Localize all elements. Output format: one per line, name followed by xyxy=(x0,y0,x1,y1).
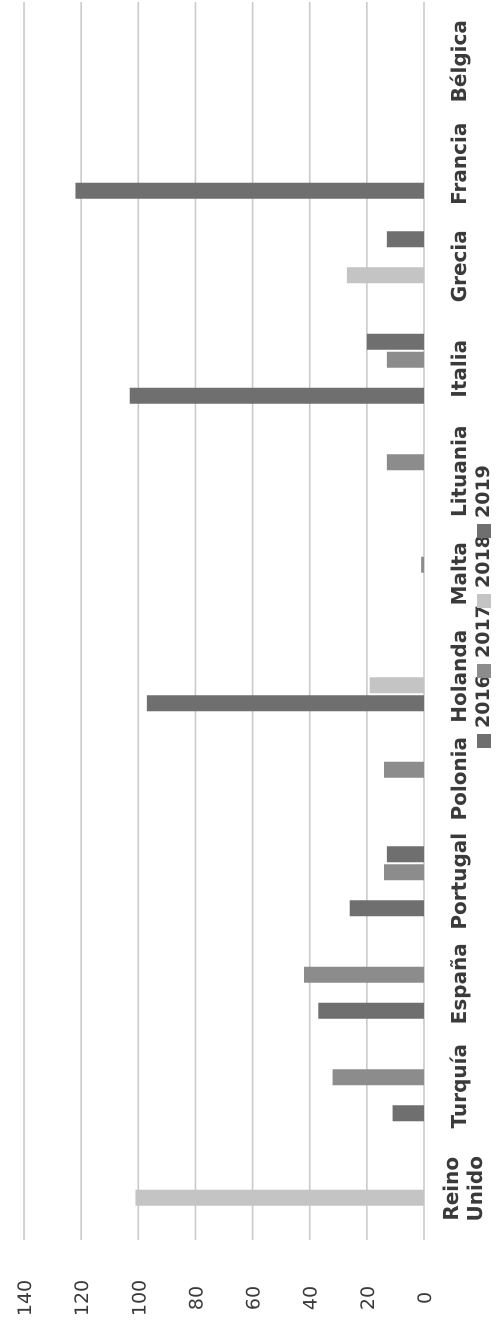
legend-entry-2019: 2019 xyxy=(472,465,494,518)
bar-2017 xyxy=(384,864,424,881)
bar-2017 xyxy=(384,761,424,778)
bars xyxy=(75,182,425,1206)
category-label: Turquía xyxy=(447,1044,471,1128)
category-label: Francia xyxy=(447,123,471,205)
bar-2018 xyxy=(369,677,424,694)
category-label: Polonia xyxy=(447,737,471,821)
category-label: España xyxy=(447,943,471,1024)
bar-2017 xyxy=(386,454,424,471)
category-label: Bélgica xyxy=(447,20,471,102)
value-tick-label: 60 xyxy=(243,1286,265,1310)
bar-2019 xyxy=(349,900,424,917)
bar-2018 xyxy=(135,1189,424,1206)
legend-entry-2018: 2018 xyxy=(472,535,494,588)
legend-swatch-2016 xyxy=(477,734,491,748)
value-tick-label: 100 xyxy=(128,1280,150,1316)
legend-swatch-2018 xyxy=(477,594,491,608)
value-tick-label: 80 xyxy=(185,1286,207,1310)
category-label: Holanda xyxy=(447,630,471,723)
category-label: Malta xyxy=(447,542,471,605)
legend-entry-2016: 2016 xyxy=(472,675,494,728)
value-tick-label: 40 xyxy=(300,1286,322,1310)
bar-2019 xyxy=(75,182,425,199)
legend-swatch-2019 xyxy=(477,524,491,538)
value-axis-ticks: 0 20 40 60 80 100 120 140 xyxy=(14,1280,436,1316)
bar-2019 xyxy=(392,1105,424,1122)
bar-2016 xyxy=(386,846,424,863)
value-tick-label: 20 xyxy=(357,1286,379,1310)
category-label: Italia xyxy=(447,340,471,398)
value-tick-label: 120 xyxy=(71,1280,93,1316)
category-label: Grecia xyxy=(447,230,471,302)
bar-2017 xyxy=(421,556,424,573)
bar-2017 xyxy=(304,966,424,983)
bar-2019 xyxy=(146,695,424,712)
bar-2017 xyxy=(332,1069,424,1086)
legend-entry-2017: 2017 xyxy=(472,605,494,658)
bar-2016 xyxy=(366,333,424,350)
bar-2017 xyxy=(386,351,424,368)
category-axis-labels: Bélgica Francia Grecia Italia Lituania Malta H… xyxy=(439,20,487,1221)
bar-2018 xyxy=(346,267,424,284)
category-label: Lituania xyxy=(447,426,471,517)
value-tick-label: 140 xyxy=(14,1280,36,1316)
legend: 2016 2017 2018 2019 xyxy=(472,465,494,748)
bar-2016 xyxy=(386,231,424,248)
bar-2019 xyxy=(129,387,424,404)
gridlines xyxy=(23,2,425,1240)
legend-swatch-2017 xyxy=(477,664,491,678)
bar-2019 xyxy=(318,1002,424,1019)
category-label: ReinoUnido xyxy=(439,1156,487,1221)
category-label: Portugal xyxy=(447,833,471,930)
value-tick-label: 0 xyxy=(414,1292,436,1304)
